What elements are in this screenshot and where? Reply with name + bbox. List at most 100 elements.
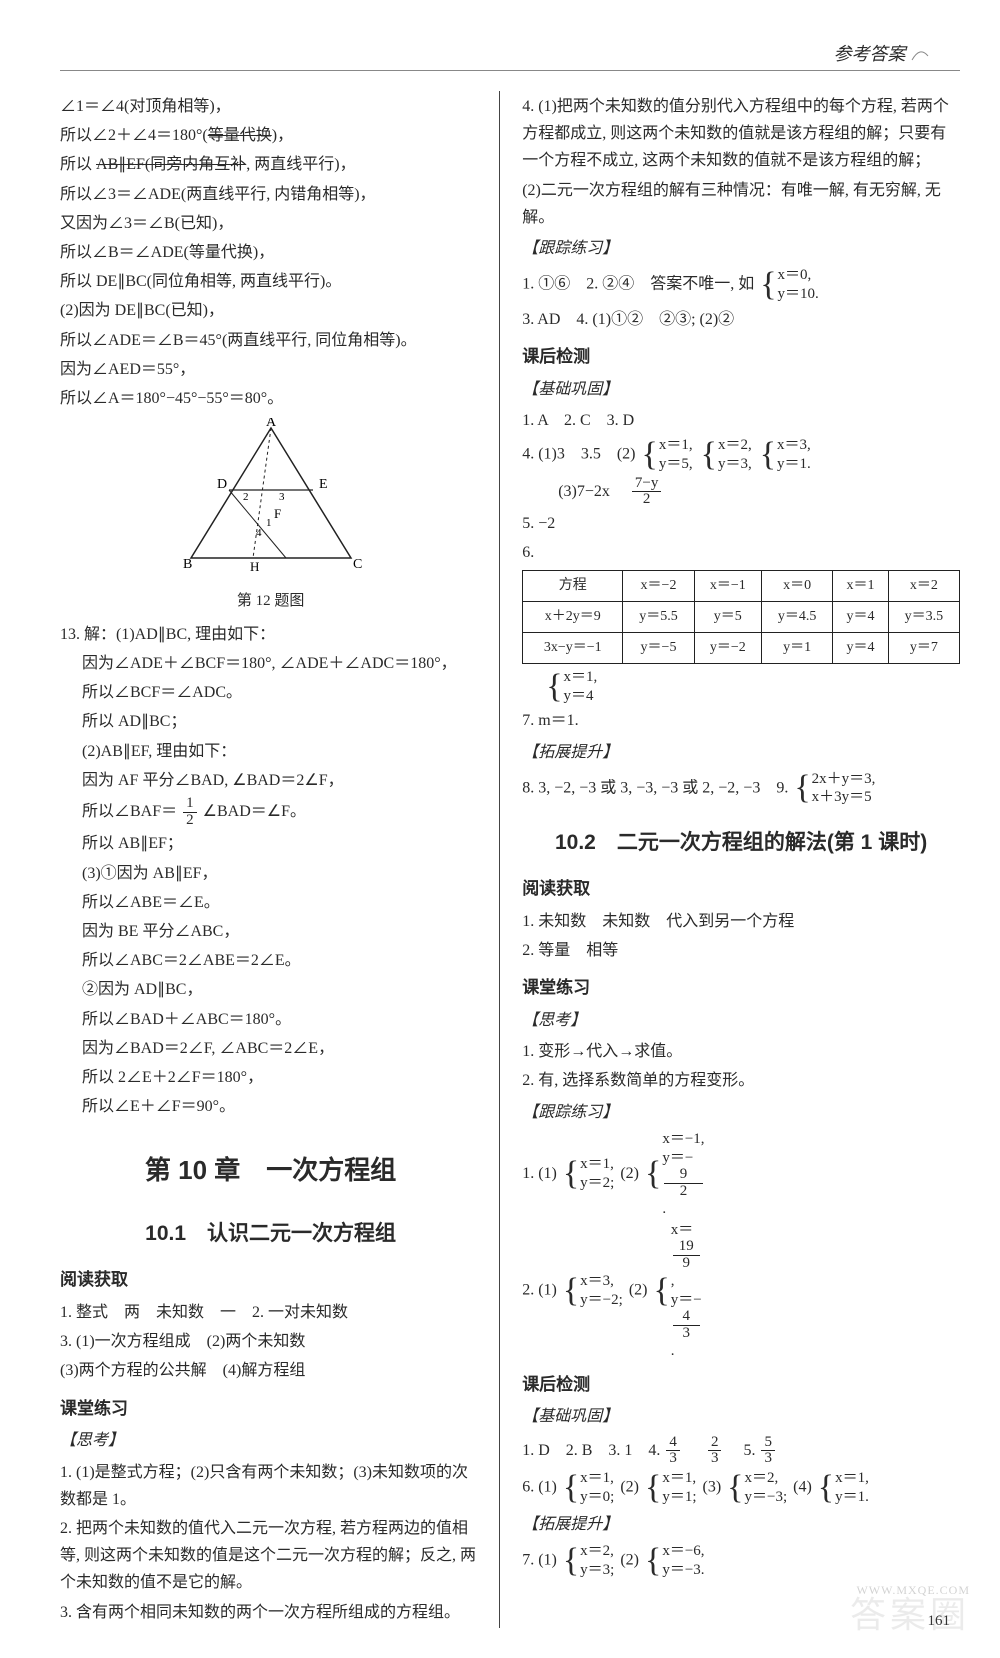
line: (3)7−2x 7−y2: [522, 476, 960, 509]
line: {x＝1,y＝4: [522, 668, 960, 706]
line: 所以 AB∥EF(同旁内角互补, 两直线平行)，: [60, 151, 481, 178]
line: 所以∠ADE＝∠B＝45°(两直线平行, 同位角相等)。: [60, 327, 481, 354]
fraction: 53: [761, 1435, 775, 1468]
line: 所以 AB∥EF；: [60, 830, 481, 857]
line: 所以∠3＝∠ADE(两直线平行, 内错角相等)，: [60, 181, 481, 208]
page-header: 参考答案: [60, 40, 960, 71]
brace-system: {x＝1,y＝1;: [645, 1469, 697, 1507]
posttest-heading: 课后检测: [522, 343, 960, 372]
line: 所以∠BAD＋∠ABC＝180°。: [60, 1006, 481, 1033]
fraction: 23: [708, 1435, 722, 1468]
line: (2)二元一次方程组的解有三种情况：有唯一解, 有无穷解, 无解。: [522, 177, 960, 231]
line: 所以∠2＋∠4＝180°(等量代换)，: [60, 122, 481, 149]
ext-label: 【拓展提升】: [522, 1511, 960, 1538]
figure-caption: 第 12 题图: [60, 589, 481, 615]
watermark-url: WWW.MXQE.COM: [856, 1583, 970, 1598]
class-heading: 课堂练习: [522, 974, 960, 1003]
line: ∠1＝∠4(对顶角相等)，: [60, 93, 481, 120]
line: 1. (1)是整式方程；(2)只含有两个未知数；(3)未知数项的次数都是 1。: [60, 1459, 481, 1513]
brace-system: {x＝2,y＝3,: [701, 436, 752, 474]
figure-12: A B C D E F H 1 2 3 4 第 12 题图: [60, 418, 481, 615]
line: 3. AD 4. (1)①② ②③; (2)②: [522, 306, 960, 333]
line: 1. A 2. C 3. D: [522, 407, 960, 434]
line: 7. (1) {x＝2,y＝3; (2) {x＝−6,y＝−3.: [522, 1542, 960, 1580]
triangle-svg: A B C D E F H 1 2 3 4: [171, 418, 371, 578]
line: 2. 有, 选择系数简单的方程变形。: [522, 1067, 960, 1094]
line: 因为∠ADE＋∠BCF＝180°, ∠ADE＋∠ADC＝180°，: [60, 650, 481, 677]
fraction: 43: [666, 1435, 680, 1468]
line: 8. 3, −2, −3 或 3, −3, −3 或 2, −2, −3 9. …: [522, 770, 960, 808]
line: 6.: [522, 539, 960, 566]
line: 3. (1)一次方程组成 (2)两个未知数: [60, 1328, 481, 1355]
line: 5. −2: [522, 510, 960, 537]
section-title-101: 10.1 认识二元一次方程组: [60, 1216, 481, 1252]
svg-text:C: C: [353, 557, 362, 572]
svg-text:2: 2: [243, 491, 249, 503]
svg-text:E: E: [319, 477, 328, 492]
left-column: ∠1＝∠4(对顶角相等)， 所以∠2＋∠4＝180°(等量代换)， 所以 AB∥…: [60, 91, 500, 1628]
section-title-102: 10.2 二元一次方程组的解法(第 1 课时): [522, 825, 960, 861]
line: (3)①因为 AB∥EF，: [60, 860, 481, 887]
brace-system: {x＝1,y＝0;: [563, 1469, 615, 1507]
line: 所以∠ABC＝2∠ABE＝2∠E。: [60, 947, 481, 974]
line: 6. (1) {x＝1,y＝0; (2) {x＝1,y＝1; (3) {x＝2,…: [522, 1469, 960, 1507]
track-label: 【跟踪练习】: [522, 1099, 960, 1126]
brace-system: {x＝0,y＝10.: [760, 266, 819, 304]
track-label: 【跟踪练习】: [522, 235, 960, 262]
solution-table: 方程 x＝−2 x＝−1 x＝0 x＝1 x＝2 x＋2y＝9 y＝5.5 y＝…: [522, 570, 960, 663]
posttest-heading: 课后检测: [522, 1371, 960, 1400]
svg-text:H: H: [250, 559, 259, 574]
svg-text:B: B: [183, 557, 192, 572]
header-leaf-icon: [910, 48, 930, 62]
brace-system: {x＝1,y＝1.: [818, 1469, 869, 1507]
line: 1. 未知数 未知数 代入到另一个方程: [522, 908, 960, 935]
brace-system: { x＝199, y＝−43.: [653, 1221, 701, 1361]
brace-system: {x＝3,y＝1.: [760, 436, 811, 474]
brace-system: { x＝−1, y＝−92.: [645, 1130, 705, 1219]
line: (3)两个方程的公共解 (4)解方程组: [60, 1357, 481, 1384]
table-row: 方程 x＝−2 x＝−1 x＝0 x＝1 x＝2: [523, 571, 960, 602]
think-label: 【思考】: [60, 1427, 481, 1454]
table-header: x＝2: [888, 571, 959, 602]
q13-head: 13. 解：(1)AD∥BC, 理由如下：: [60, 621, 481, 648]
brace-system: {x＝2,y＝−3;: [727, 1469, 787, 1507]
line: 所以 2∠E＋2∠F＝180°，: [60, 1064, 481, 1091]
line: 所以∠BAF＝ 12 ∠BAD＝∠F。: [60, 796, 481, 829]
brace-system: {2x＋y＝3,x＋3y＝5: [794, 770, 875, 808]
line: ②因为 AD∥BC，: [60, 976, 481, 1003]
line: 4. (1)把两个未知数的值分别代入方程组中的每个方程, 若两个方程都成立, 则…: [522, 93, 960, 175]
right-column: 4. (1)把两个未知数的值分别代入方程组中的每个方程, 若两个方程都成立, 则…: [520, 91, 960, 1628]
header-label: 参考答案: [834, 44, 906, 64]
line: 所以∠ABE＝∠E。: [60, 889, 481, 916]
content-columns: ∠1＝∠4(对顶角相等)， 所以∠2＋∠4＝180°(等量代换)， 所以 AB∥…: [60, 91, 960, 1628]
svg-text:D: D: [217, 477, 227, 492]
line: 因为 BE 平分∠ABC，: [60, 918, 481, 945]
reading-heading: 阅读获取: [522, 875, 960, 904]
line: 4. (1)3 3.5 (2) {x＝1,y＝5, {x＝2,y＝3, {x＝3…: [522, 436, 960, 474]
line: 1. 变形→代入→求值。: [522, 1038, 960, 1065]
line: 所以∠E＋∠F＝90°。: [60, 1093, 481, 1120]
brace-system: {x＝1,y＝5,: [642, 436, 693, 474]
brace-system: {x＝1,y＝2;: [563, 1155, 615, 1193]
table-header: 方程: [523, 571, 623, 602]
fraction: 7−y2: [632, 476, 661, 509]
page-number: 161: [928, 1613, 951, 1630]
line: 3. 含有两个相同未知数的两个一次方程所组成的方程组。: [60, 1599, 481, 1626]
line: 2. 等量 相等: [522, 937, 960, 964]
reading-heading: 阅读获取: [60, 1266, 481, 1295]
fraction: 12: [183, 796, 197, 829]
table-header: x＝1: [833, 571, 889, 602]
line: (2)AB∥EF, 理由如下：: [60, 738, 481, 765]
line: 因为∠AED＝55°，: [60, 356, 481, 383]
svg-text:A: A: [266, 418, 277, 430]
chapter-title: 第 10 章 一次方程组: [60, 1148, 481, 1192]
line: 因为∠BAD＝2∠F, ∠ABC＝2∠E，: [60, 1035, 481, 1062]
page: 参考答案 ∠1＝∠4(对顶角相等)， 所以∠2＋∠4＝180°(等量代换)， 所…: [0, 0, 1000, 1658]
table-header: x＝−2: [623, 571, 694, 602]
svg-text:4: 4: [256, 527, 262, 539]
line: 因为 AF 平分∠BAD, ∠BAD＝2∠F，: [60, 767, 481, 794]
brace-system: {x＝−6,y＝−3.: [645, 1542, 705, 1580]
brace-system: {x＝1,y＝4: [546, 668, 597, 706]
think-label: 【思考】: [522, 1007, 960, 1034]
base-label: 【基础巩固】: [522, 1403, 960, 1430]
